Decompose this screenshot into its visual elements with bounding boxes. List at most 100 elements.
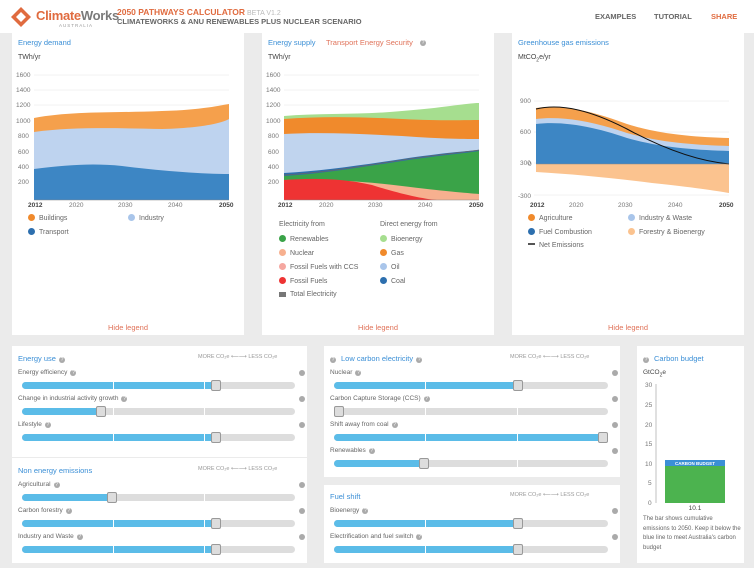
slider-handle[interactable]: [210, 380, 221, 391]
settings-gear-icon[interactable]: [299, 422, 305, 428]
legend-net-emissions[interactable]: Net Emissions: [528, 242, 584, 249]
legend-agriculture[interactable]: Agriculture: [528, 214, 572, 222]
legend-gas[interactable]: Gas: [380, 249, 404, 257]
hide-legend-link[interactable]: Hide legend: [357, 323, 399, 332]
section-title[interactable]: ? Carbon budget: [643, 354, 704, 363]
climateworks-logo[interactable]: ClimateWorks AUSTRALIA: [11, 6, 119, 28]
nav-tutorial[interactable]: TUTORIAL: [654, 12, 692, 21]
legend-coal[interactable]: Coal: [380, 277, 405, 285]
area-fossil-fuels: [284, 178, 437, 200]
slider-handle[interactable]: [419, 458, 430, 469]
slider-track[interactable]: [334, 458, 609, 469]
section-title[interactable]: Non energy emissions: [18, 466, 93, 475]
tab-energy-supply[interactable]: Energy supply: [268, 38, 316, 47]
settings-gear-icon[interactable]: [299, 396, 305, 402]
help-icon[interactable]: ?: [355, 370, 362, 376]
help-icon[interactable]: ?: [416, 534, 423, 540]
legend-buildings[interactable]: Buildings: [28, 214, 67, 222]
hide-legend-link[interactable]: Hide legend: [607, 323, 649, 332]
settings-gear-icon[interactable]: [299, 534, 305, 540]
legend-industry-waste[interactable]: Industry & Waste: [628, 214, 692, 222]
slider-tick: [608, 546, 609, 553]
slider-track[interactable]: [22, 406, 296, 417]
slider-handle[interactable]: [107, 492, 118, 503]
x-tick-labels: 2012 2020 2030 2040 2050: [530, 202, 734, 209]
hide-legend-link[interactable]: Hide legend: [107, 323, 149, 332]
help-icon[interactable]: ?: [368, 448, 375, 454]
slider-track[interactable]: [334, 380, 609, 391]
legend-fossil-ccs[interactable]: Fossil Fuels with CCS: [279, 263, 358, 271]
y-tick: 15: [645, 441, 653, 448]
card-title[interactable]: Greenhouse gas emissions: [518, 38, 609, 47]
legend-fuel-combustion[interactable]: Fuel Combustion: [528, 228, 592, 236]
settings-gear-icon[interactable]: [612, 508, 618, 514]
settings-gear-icon[interactable]: [612, 370, 618, 376]
slider-tick: [608, 382, 609, 389]
section-title[interactable]: ? Low carbon electricity?: [330, 354, 423, 363]
help-icon[interactable]: ?: [53, 482, 60, 488]
non-energy-emissions-card: Non energy emissions MORE CO₂e ⟵⟶ LESS C…: [12, 458, 307, 563]
slider-handle[interactable]: [512, 544, 523, 555]
help-icon[interactable]: ?: [70, 370, 77, 376]
slider-handle[interactable]: [210, 518, 221, 529]
help-icon[interactable]: ?: [44, 422, 51, 428]
section-title[interactable]: Fuel shift: [330, 492, 361, 501]
y-tick: 200: [268, 179, 279, 186]
legend-industry[interactable]: Industry: [128, 214, 164, 222]
slider-track[interactable]: [334, 406, 609, 417]
energy-supply-chart: 1600 1400 1200 1000 800 600 400 200 2012…: [266, 72, 484, 209]
slider-handle[interactable]: [598, 432, 608, 443]
slider-track[interactable]: [334, 518, 609, 529]
help-icon[interactable]: ?: [362, 508, 369, 514]
legend-bioenergy[interactable]: Bioenergy: [380, 235, 423, 243]
slider-track[interactable]: [22, 544, 296, 555]
help-icon[interactable]: ?: [416, 357, 423, 363]
settings-gear-icon[interactable]: [612, 396, 618, 402]
slider-handle[interactable]: [512, 518, 523, 529]
tab-transport-energy-security[interactable]: Transport Energy Security: [326, 38, 413, 47]
slider-track[interactable]: [22, 518, 296, 529]
legend-renewables[interactable]: Renewables: [279, 235, 329, 243]
y-tick: 10: [645, 461, 653, 468]
settings-gear-icon[interactable]: [299, 508, 305, 514]
help-icon[interactable]: ?: [121, 396, 128, 402]
legend-oil[interactable]: Oil: [380, 263, 400, 271]
card-title[interactable]: Energy demand: [18, 38, 71, 47]
slider-track[interactable]: [22, 432, 296, 443]
slider-handle[interactable]: [512, 380, 523, 391]
help-icon[interactable]: ?: [643, 357, 649, 363]
legend-transport[interactable]: Transport: [28, 228, 69, 236]
help-icon[interactable]: ?: [76, 534, 83, 540]
help-icon[interactable]: ?: [330, 357, 336, 363]
nav-examples[interactable]: EXAMPLES: [595, 12, 637, 21]
settings-gear-icon[interactable]: [612, 448, 618, 454]
settings-gear-icon[interactable]: [612, 422, 618, 428]
nav-share[interactable]: SHARE: [711, 12, 738, 21]
slider-track[interactable]: [22, 492, 296, 503]
help-icon[interactable]: ?: [391, 422, 398, 428]
slider-track[interactable]: [334, 544, 609, 555]
slider-handle[interactable]: [210, 544, 221, 555]
legend-forestry-bioenergy[interactable]: Forestry & Bioenergy: [628, 228, 705, 236]
section-title[interactable]: Energy use?: [18, 354, 65, 363]
help-icon[interactable]: ?: [420, 40, 426, 46]
y-tick: 5: [648, 480, 652, 487]
legend-fossil-fuels[interactable]: Fossil Fuels: [279, 277, 327, 285]
slider-fill: [22, 546, 216, 553]
settings-gear-icon[interactable]: [299, 370, 305, 376]
legend-nuclear[interactable]: Nuclear: [279, 249, 314, 257]
slider-tick: [295, 546, 296, 553]
slider-handle[interactable]: [96, 406, 107, 417]
slider-handle[interactable]: [334, 406, 344, 417]
help-icon[interactable]: ?: [65, 508, 72, 514]
settings-gear-icon[interactable]: [612, 534, 618, 540]
energy-demand-chart: 1600 1400 1200 1000 800 600 400 200 2012…: [16, 72, 234, 209]
help-icon[interactable]: ?: [58, 357, 65, 363]
renewables-dot-icon: [279, 235, 286, 242]
slider-handle[interactable]: [210, 432, 221, 443]
slider-track[interactable]: [334, 432, 609, 443]
settings-gear-icon[interactable]: [299, 482, 305, 488]
help-icon[interactable]: ?: [423, 396, 430, 402]
legend-total-electricity[interactable]: Total Electricity: [279, 291, 337, 298]
slider-track[interactable]: [22, 380, 296, 391]
